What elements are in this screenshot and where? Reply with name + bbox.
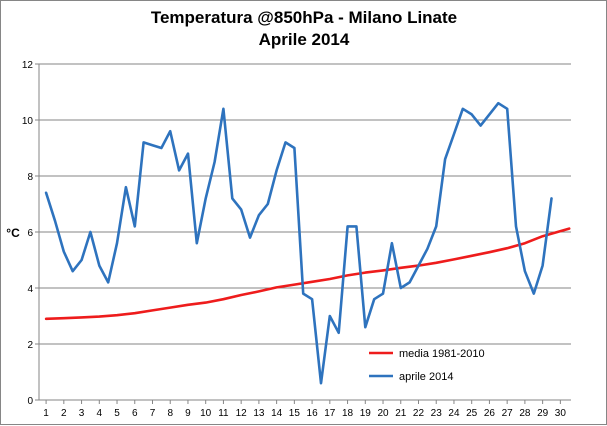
y-tick-label: 8	[27, 172, 33, 183]
x-tick-label: 17	[324, 408, 336, 419]
x-tick-label: 28	[519, 408, 531, 419]
x-tick-label: 11	[218, 408, 229, 419]
y-tick-label: 6	[27, 228, 33, 239]
grid-lines	[39, 63, 571, 345]
x-tick-label: 12	[236, 408, 248, 419]
y-tick-label: 4	[27, 284, 33, 295]
y-tick-label: 12	[22, 60, 34, 71]
y-tick-label: 10	[22, 116, 34, 127]
x-tick-label: 29	[537, 408, 549, 419]
x-tick-label: 19	[360, 408, 372, 419]
x-tick-label: 2	[61, 408, 67, 419]
legend-label: media 1981-2010	[399, 348, 485, 360]
x-tick-label: 23	[431, 408, 443, 419]
y-tick-label: 2	[27, 340, 33, 351]
y-axis-ticks: 0 2 4 6 8 10 12	[22, 60, 39, 407]
legend: media 1981-2010 aprile 2014	[369, 348, 485, 383]
x-tick-label: 14	[271, 408, 283, 419]
x-tick-label: 4	[97, 408, 103, 419]
x-tick-label: 27	[502, 408, 514, 419]
x-tick-label: 24	[448, 408, 460, 419]
x-axis-ticks: 1 2 3 4 5 6 7 8 9 10 11 12 13 14 15 16 17 18 19 20 21 22 23 24 2…	[43, 400, 566, 419]
series-line-aprile	[44, 101, 553, 385]
x-tick-label: 18	[342, 408, 354, 419]
x-tick-label: 30	[555, 408, 567, 419]
x-tick-label: 26	[484, 408, 496, 419]
legend-label: aprile 2014	[399, 371, 453, 383]
x-tick-label: 3	[79, 408, 85, 419]
x-tick-label: 8	[167, 408, 173, 419]
x-tick-label: 10	[200, 408, 212, 419]
chart-title: Temperatura @850hPa - Milano Linate	[151, 8, 457, 27]
y-axis-label: °C	[6, 226, 20, 240]
series-lines	[44, 101, 571, 385]
series-line-media	[44, 227, 571, 321]
x-tick-label: 9	[185, 408, 191, 419]
x-tick-label: 13	[253, 408, 265, 419]
x-tick-label: 15	[289, 408, 301, 419]
y-tick-label: 0	[27, 396, 33, 407]
x-tick-label: 5	[114, 408, 120, 419]
x-tick-label: 6	[132, 408, 138, 419]
x-tick-label: 16	[307, 408, 319, 419]
chart-subtitle: Aprile 2014	[259, 30, 350, 49]
x-tick-label: 1	[43, 408, 49, 419]
x-tick-label: 21	[395, 408, 407, 419]
x-tick-label: 25	[466, 408, 478, 419]
x-tick-label: 7	[150, 408, 156, 419]
x-tick-label: 22	[413, 408, 425, 419]
x-tick-label: 20	[377, 408, 389, 419]
